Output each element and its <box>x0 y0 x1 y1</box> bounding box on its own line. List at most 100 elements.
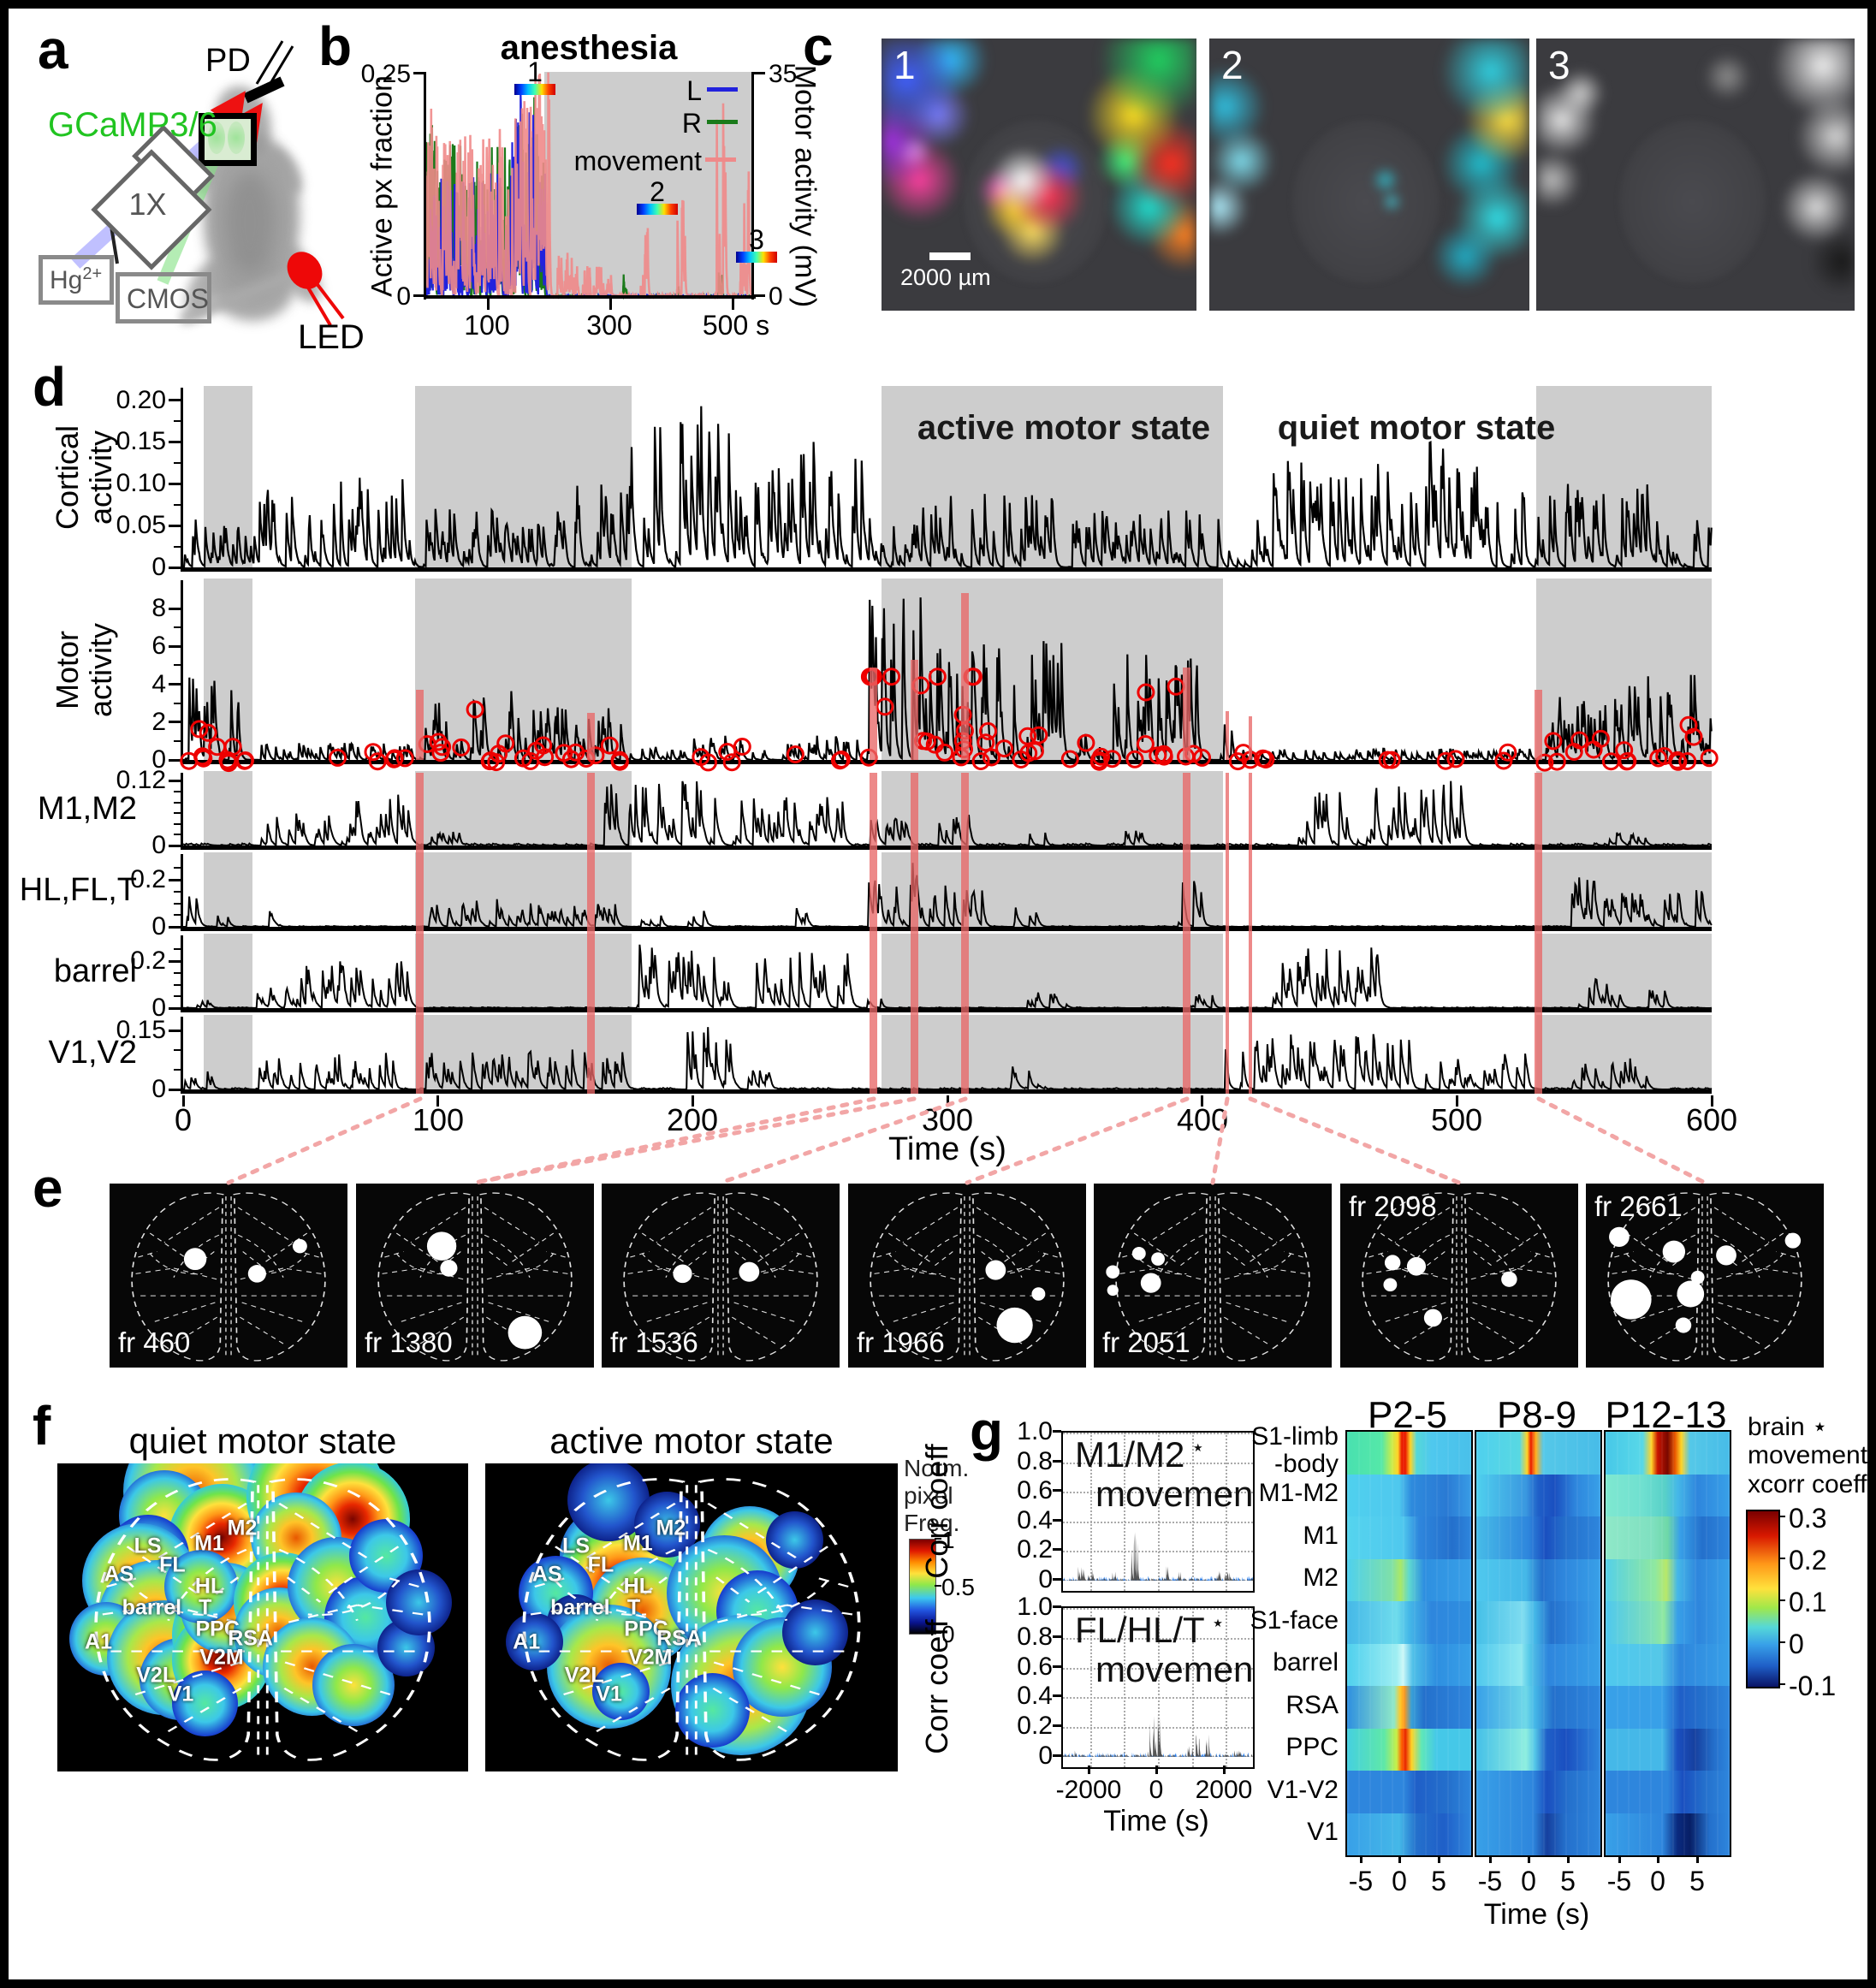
legend-swatch-movement <box>705 157 736 162</box>
f-region-label-RSA: RSA <box>656 1626 702 1651</box>
b-xtick-mark <box>609 299 612 310</box>
activation-frame: fr 1380 <box>356 1184 594 1368</box>
d-gray-band <box>1536 934 1712 1010</box>
d-gray-band <box>415 579 632 762</box>
d-xtick-label: 600 <box>1685 1102 1738 1137</box>
d-ytick-major <box>169 645 181 648</box>
d-ytick-minor <box>174 834 181 835</box>
d-ytick-minor <box>174 903 181 905</box>
g-colorbar-tick: 0.3 <box>1789 1503 1827 1534</box>
g-heatmap-xtickmark <box>1696 1855 1699 1863</box>
g-heatmap-xtick: 0 <box>1521 1866 1536 1896</box>
e-frame-label: fr 1536 <box>610 1326 698 1358</box>
b-xtick-mark <box>487 299 490 310</box>
e-brain-outline <box>377 1192 573 1362</box>
g-row-label: -body <box>1273 1450 1339 1478</box>
d-row-label-v1v2: V1,V2 <box>48 1034 137 1071</box>
f-colorbar-title: Norm. <box>904 1455 970 1481</box>
d-left-spine <box>181 935 183 1012</box>
d-ytick-label: 0.05 <box>116 511 166 539</box>
b-left-spine <box>424 72 426 300</box>
g-heatmap-row <box>1476 1728 1600 1771</box>
g-heatmap-xtickmark <box>1438 1855 1440 1863</box>
g-gridline-v <box>1124 1433 1125 1591</box>
g-colorbar-tickmark <box>1778 1683 1785 1685</box>
d-xtick-label: 100 <box>412 1102 465 1137</box>
scale-bar-label: 2000 µm <box>900 264 991 290</box>
led-icon <box>287 252 323 289</box>
hg-superscript: 2+ <box>82 264 103 283</box>
f-colorbar-tick: 0.5 <box>941 1574 975 1600</box>
d-ytick-major <box>169 441 181 443</box>
e-frame-label: fr 1380 <box>365 1326 453 1358</box>
d-ytick-label: 0.15 <box>116 427 166 455</box>
d-ytick-minor <box>174 914 181 916</box>
d-ytick-minor <box>174 995 181 997</box>
cmos-label: CMOS <box>127 283 209 314</box>
d-gray-band <box>882 386 1223 569</box>
g-heatmap-2 <box>1604 1430 1731 1857</box>
b-xtick: 100 <box>464 310 510 341</box>
activation-frame: fr 2661 <box>1586 1184 1824 1368</box>
f-region-label-PPC: PPC <box>195 1617 240 1641</box>
d-event-bar-lower <box>961 773 969 1094</box>
g-heatmap-row <box>1606 1813 1730 1855</box>
f-region-label-V2M: V2M <box>628 1645 673 1670</box>
d-ytick-label: 0.2 <box>130 947 166 975</box>
b-xtick: 500 s <box>702 310 770 341</box>
d-ytick-minor <box>174 664 181 666</box>
d-ytick-major <box>169 525 181 527</box>
f-colorbar-tickmark <box>935 1632 941 1634</box>
f-region-label-V2M: V2M <box>199 1645 244 1670</box>
brain-photo-2: 2 <box>1209 39 1529 311</box>
legend-label-L: L <box>686 75 702 106</box>
g-corr-ytickmark <box>1053 1665 1061 1668</box>
f-region-label-LS: LS <box>134 1534 162 1558</box>
legend-swatch-L <box>707 87 738 92</box>
g-corr-title-sub: movement <box>1095 1474 1255 1514</box>
d-xtick-label: 300 <box>921 1102 974 1137</box>
g-corr-ytickmark <box>1053 1460 1061 1463</box>
mercury-lamp-box: Hg2+ <box>39 255 114 305</box>
f-colorbar-tickmark <box>935 1538 941 1540</box>
d-xtick-mark <box>436 1095 439 1107</box>
d-ytick-label: 0.12 <box>116 766 166 794</box>
d-ytick-minor <box>174 546 181 548</box>
f-region-label-FL: FL <box>159 1552 186 1577</box>
g-heatmap-xtickmark <box>1567 1855 1570 1863</box>
g-gridline-v <box>1192 1608 1194 1767</box>
d-trace-barrel <box>183 944 1713 1010</box>
d-gray-band <box>204 934 252 1010</box>
d-xtick-label: 200 <box>666 1102 719 1137</box>
g-row-label: S1-limb <box>1251 1422 1339 1451</box>
panel-a-label: a <box>38 19 68 80</box>
brain-photo-3: 3 <box>1536 39 1855 311</box>
g-corr-xtickmark <box>1088 1765 1090 1774</box>
d-ytick-minor <box>174 791 181 792</box>
d-trace-cortical <box>182 406 1713 569</box>
e-frame-label: fr 2051 <box>1102 1326 1190 1358</box>
g-corr-ytick: 0.8 <box>1017 1623 1053 1651</box>
d-left-spine <box>181 854 183 931</box>
g-heatmap-xtickmark <box>1489 1855 1492 1863</box>
f-region-label-T: T <box>199 1595 212 1620</box>
g-heatmap-binning <box>1476 1432 1600 1855</box>
activation-frame: fr 460 <box>110 1184 347 1368</box>
d-baseline <box>181 1008 1712 1012</box>
g-corr-ytick: 0.4 <box>1017 1506 1053 1534</box>
f-region-label-RSA: RSA <box>228 1626 273 1651</box>
g-colorbar-tick: 0.1 <box>1789 1587 1827 1617</box>
g-heatmap-row <box>1347 1558 1471 1602</box>
g-row-label: M2 <box>1303 1564 1339 1592</box>
d-event-bar-lower <box>911 773 918 1094</box>
g-gridline-v <box>1192 1433 1194 1591</box>
d-ytick-major <box>169 960 181 963</box>
f-region-label-M1: M1 <box>194 1531 224 1556</box>
g-row-label: M1-M2 <box>1258 1479 1339 1507</box>
f-colorbar <box>909 1539 936 1635</box>
active-state-label: active motor state <box>917 409 1211 447</box>
c-image-number: 3 <box>1548 43 1570 87</box>
g-heatmap-row <box>1347 1474 1471 1517</box>
g-heatmap-0 <box>1345 1430 1473 1857</box>
g-corr-ytick: 1.0 <box>1017 1417 1053 1445</box>
